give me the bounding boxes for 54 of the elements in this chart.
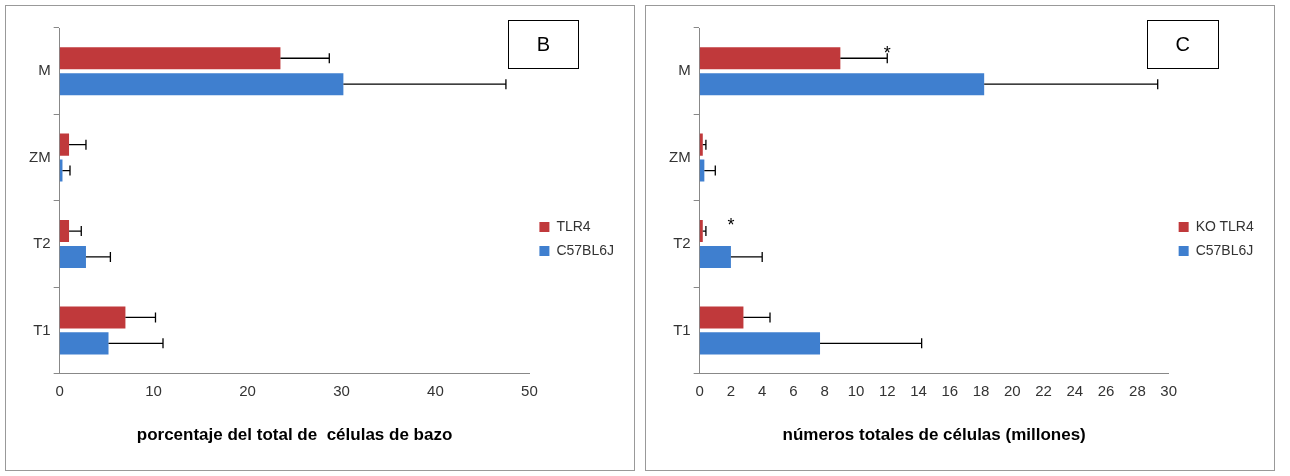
annotation: * xyxy=(883,42,891,63)
bar xyxy=(59,306,126,329)
y-tick-label: M xyxy=(678,61,691,79)
x-tick-label: 6 xyxy=(789,381,798,399)
bar xyxy=(699,332,821,355)
bar xyxy=(699,133,703,156)
bar xyxy=(699,73,985,96)
x-tick-label: 50 xyxy=(521,381,538,399)
y-tick-label: T2 xyxy=(673,234,691,252)
x-tick-label: 28 xyxy=(1129,381,1146,399)
x-tick-label: 10 xyxy=(847,381,865,399)
y-tick-label: T2 xyxy=(33,234,51,252)
text: C xyxy=(1146,20,1219,69)
bar xyxy=(59,245,86,268)
x-tick-label: 20 xyxy=(1003,381,1021,399)
bar xyxy=(699,47,841,70)
y-tick-label: ZM xyxy=(28,147,51,165)
bar xyxy=(59,332,109,355)
x-tick-label: 16 xyxy=(941,381,959,399)
x-tick-label: 30 xyxy=(1160,381,1177,399)
x-tick-label: 40 xyxy=(427,381,444,399)
x-tick-label: 8 xyxy=(820,381,829,399)
y-tick-label: T1 xyxy=(673,320,691,338)
x-tick-label: 18 xyxy=(972,381,990,399)
bar xyxy=(59,73,344,96)
x-tick-label: 4 xyxy=(758,381,767,399)
x-tick-label: 26 xyxy=(1097,381,1115,399)
bar xyxy=(59,133,70,156)
x-tick-label: 20 xyxy=(239,381,256,399)
bar xyxy=(699,220,703,243)
x-axis-title: porcentaje del total de células de bazo xyxy=(136,425,453,445)
bar xyxy=(59,220,70,243)
legend-label: C57BL6J xyxy=(556,241,614,258)
y-tick-label: M xyxy=(38,61,51,79)
x-tick-label: 10 xyxy=(145,381,162,399)
y-tick-label: T1 xyxy=(33,320,51,338)
x-tick-label: 12 xyxy=(878,381,896,399)
legend-label: TLR4 xyxy=(556,217,591,234)
bar xyxy=(699,245,731,268)
bar xyxy=(59,47,281,70)
x-axis-title: números totales de células (millones) xyxy=(782,425,1086,445)
legend-label: KO TLR4 xyxy=(1195,217,1254,234)
bar xyxy=(699,306,744,329)
legend-label: C57BL6J xyxy=(1195,241,1254,258)
annotation: * xyxy=(727,215,735,236)
x-tick-label: 0 xyxy=(695,381,704,399)
x-tick-label: 0 xyxy=(55,381,64,399)
text: B xyxy=(507,20,579,69)
x-tick-label: 2 xyxy=(726,381,736,399)
x-tick-label: 22 xyxy=(1035,381,1052,399)
x-tick-label: 14 xyxy=(910,381,927,399)
y-tick-label: ZM xyxy=(668,147,691,165)
x-tick-label: 30 xyxy=(333,381,350,399)
x-tick-label: 24 xyxy=(1066,381,1084,399)
